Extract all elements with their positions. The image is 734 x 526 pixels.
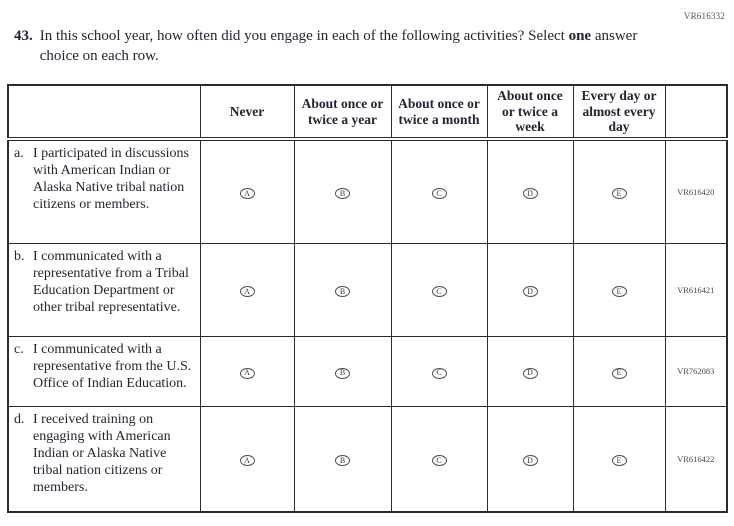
option-cell: C (390, 138, 488, 244)
question-text-part1: In this school year, how often did you e… (39, 28, 565, 44)
option-cell: D (486, 405, 574, 513)
page-code: VR616332 (683, 11, 725, 21)
statement-cell: c. I communicated with a representative f… (7, 335, 201, 407)
table-row: b. I communicated with a representative f… (7, 242, 728, 337)
statement-cell: d. I received training on engaging with A… (7, 405, 201, 513)
option-bubble-c[interactable]: C (431, 286, 447, 297)
question-text-part2: answer choice on each row. (39, 28, 638, 64)
column-header-never: Never (199, 84, 295, 140)
statement-cell: b. I communicated with a representative f… (7, 242, 201, 337)
header-row: Never About once or twice a year About o… (7, 84, 728, 140)
option-bubble-c[interactable]: C (431, 367, 447, 379)
option-cell: D (486, 138, 574, 244)
option-bubble-a[interactable]: A (239, 367, 255, 379)
option-cell: A (199, 335, 295, 407)
option-cell: B (293, 335, 392, 407)
option-cell: E (572, 138, 666, 244)
row-statement: I communicated with a representative fro… (33, 341, 192, 391)
option-bubble-a[interactable]: A (239, 286, 255, 297)
code-column-header (664, 84, 728, 140)
row-code: VR762083 (664, 335, 728, 407)
option-bubble-a[interactable]: A (239, 455, 255, 467)
option-cell: B (293, 242, 392, 337)
row-code: VR616420 (664, 138, 728, 244)
option-bubble-c[interactable]: C (431, 188, 447, 200)
row-code: VR616421 (664, 242, 728, 337)
row-label: a. (14, 146, 24, 161)
question-block: 43. In this school year, how often did y… (14, 26, 662, 66)
table-row: a. I participated in discussions with Ame… (7, 138, 728, 244)
table-row: d. I received training on engaging with A… (7, 405, 728, 513)
column-header-once-twice-month: About once or twice a month (390, 84, 488, 140)
row-statement: I participated in discussions with Ameri… (33, 146, 189, 212)
option-bubble-d[interactable]: D (522, 286, 538, 297)
option-bubble-e[interactable]: E (611, 286, 627, 297)
option-cell: E (572, 242, 666, 337)
statement-cell: a. I participated in discussions with Ame… (7, 138, 201, 244)
row-code: VR616422 (664, 405, 728, 513)
option-bubble-e[interactable]: E (611, 188, 627, 200)
option-bubble-c[interactable]: C (431, 455, 447, 467)
option-bubble-b[interactable]: B (335, 286, 350, 297)
option-cell: D (486, 242, 574, 337)
column-header-every-day: Every day or almost every day (572, 84, 666, 140)
question-bold-word: one (568, 28, 592, 44)
option-cell: A (199, 405, 295, 513)
option-cell: C (390, 335, 488, 407)
option-bubble-e[interactable]: E (611, 367, 627, 379)
option-bubble-d[interactable]: D (522, 455, 538, 467)
frequency-matrix-table: Never About once or twice a year About o… (7, 84, 728, 513)
option-cell: A (199, 242, 295, 337)
option-bubble-a[interactable]: A (239, 188, 255, 200)
option-cell: C (390, 242, 488, 337)
row-statement: I communicated with a representative fro… (33, 248, 189, 315)
option-bubble-b[interactable]: B (335, 455, 350, 467)
option-cell: E (572, 405, 666, 513)
option-cell: E (572, 335, 666, 407)
row-label: b. (14, 248, 25, 264)
option-bubble-d[interactable]: D (522, 367, 538, 379)
row-statement: I received training on engaging with Ame… (33, 411, 171, 495)
statement-column-header (7, 84, 201, 140)
option-cell: B (293, 138, 392, 244)
option-bubble-e[interactable]: E (611, 455, 627, 467)
column-header-once-twice-year: About once or twice a year (293, 84, 392, 140)
column-header-once-twice-week: About once or twice a week (486, 84, 574, 140)
row-label: c. (14, 341, 24, 357)
table-body: a. I participated in discussions with Ame… (7, 138, 728, 513)
option-cell: B (293, 405, 392, 513)
option-bubble-b[interactable]: B (335, 188, 350, 200)
question-text: In this school year, how often did you e… (40, 26, 648, 66)
question-number: 43. (14, 28, 33, 44)
table-row: c. I communicated with a representative f… (7, 335, 728, 407)
option-cell: A (199, 138, 295, 244)
option-bubble-b[interactable]: B (335, 367, 350, 379)
option-cell: D (486, 335, 574, 407)
option-cell: C (390, 405, 488, 513)
row-label: d. (14, 411, 25, 427)
option-bubble-d[interactable]: D (522, 188, 538, 200)
